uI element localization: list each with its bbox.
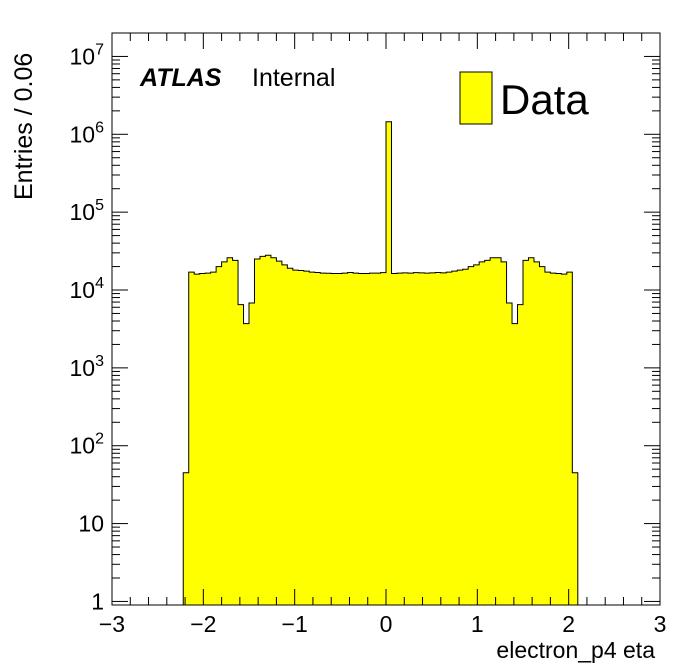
y-axis-label: Entries / 0.06 (10, 53, 38, 200)
histogram-bar (216, 266, 222, 605)
histogram-bar (205, 273, 212, 605)
histogram-bar (210, 272, 217, 605)
x-tick-label: 1 (471, 611, 484, 637)
histogram-bar (402, 272, 409, 605)
atlas-label: ATLAS (139, 64, 222, 92)
histogram-bar (523, 260, 529, 605)
x-axis-label: electron_p4 eta (496, 637, 655, 663)
histogram-bar (347, 272, 354, 605)
x-tick-label: 3 (654, 611, 667, 637)
y-tick-label: 106 (70, 119, 105, 147)
histogram-bar (484, 260, 491, 605)
histogram-bar (325, 273, 332, 605)
histogram-bar (238, 304, 244, 605)
y-tick-label: 10 (78, 511, 104, 537)
legend-swatch-data (459, 71, 493, 125)
histogram-bar (232, 260, 239, 605)
histogram-bar (533, 261, 540, 605)
histogram-bar (320, 273, 327, 605)
histogram-bar (528, 257, 535, 605)
histogram-bar (369, 273, 376, 605)
histogram-bar (249, 303, 255, 605)
histogram-bar (265, 255, 272, 605)
histogram-bar (188, 272, 195, 605)
histogram-bar (490, 257, 496, 605)
histogram-bar (396, 273, 403, 605)
histogram-bar (413, 272, 420, 605)
histogram-bar (298, 270, 305, 605)
histogram-bar (227, 257, 233, 605)
histogram-bar (435, 272, 442, 605)
histogram-bar (446, 272, 453, 605)
histogram-bar (544, 272, 551, 605)
histogram-bar (495, 257, 502, 605)
histogram-bar (561, 274, 568, 605)
y-tick-label: 103 (70, 353, 105, 381)
y-tick-label: 105 (70, 197, 105, 225)
histogram-bar (331, 273, 338, 605)
histogram-bar (303, 271, 310, 605)
histogram-bar (364, 273, 370, 605)
histogram-bar (375, 273, 381, 605)
histogram-bar (550, 273, 557, 605)
histogram-bar (517, 304, 524, 605)
histogram-bar (572, 472, 579, 605)
histogram-bar (566, 272, 573, 605)
y-tick-label: 104 (70, 275, 105, 303)
x-tick-label: 0 (380, 611, 393, 637)
legend: Data (459, 71, 589, 125)
histogram-bar (314, 272, 321, 605)
y-tick-label: 107 (70, 41, 105, 69)
histogram-bar (391, 273, 398, 605)
histogram-bar (386, 121, 392, 605)
histogram-bar (440, 272, 447, 605)
histogram-bar (199, 273, 206, 605)
histogram-bar (380, 272, 387, 605)
x-tick-label: −3 (99, 611, 125, 637)
x-tick-label: −1 (282, 611, 308, 637)
histogram-bar (254, 259, 261, 605)
histogram-bar (479, 261, 486, 605)
histogram-bar (512, 323, 518, 605)
axis-tick-labels: −3 −2 −1 0 1 2 3 1 10 102 103 104 105 106 107 (70, 41, 667, 637)
axis-ticks (111, 32, 661, 605)
histogram-bar (501, 261, 507, 605)
histogram-bar (539, 266, 546, 605)
histogram-bar (243, 323, 250, 605)
histogram-bar (270, 257, 277, 605)
histogram-bar (309, 272, 316, 605)
histogram-bar (292, 270, 299, 605)
histogram-outline (182, 121, 579, 605)
histogram-bar (287, 268, 294, 605)
y-tick-label: 1 (91, 588, 104, 614)
histogram-bar (451, 271, 458, 605)
histogram-bar (418, 272, 425, 605)
histogram-bar (281, 264, 288, 605)
histogram-bar (407, 273, 414, 605)
histogram-bar (429, 272, 436, 605)
legend-label-data: Data (500, 76, 589, 123)
histogram-bar (194, 274, 201, 605)
histogram-bar (468, 266, 475, 605)
histogram-bar (221, 261, 228, 605)
y-tick-label: 102 (70, 431, 105, 459)
histogram-bar (342, 273, 349, 605)
histogram-bar (555, 273, 562, 605)
internal-label: Internal (252, 64, 335, 92)
histogram-bar (506, 303, 513, 605)
histogram-bar (358, 273, 365, 605)
histogram-bar (336, 273, 343, 605)
histogram-bar (259, 256, 266, 605)
histogram-bar (473, 264, 480, 605)
histogram-bar (276, 261, 283, 605)
histogram-bar (462, 269, 469, 605)
histogram-bar (457, 270, 464, 605)
x-tick-label: 2 (562, 611, 575, 637)
histogram-bars (182, 121, 579, 605)
histogram-bar (353, 273, 359, 605)
histogram-bar (183, 472, 190, 605)
histogram-bar (424, 273, 431, 605)
x-tick-label: −2 (190, 611, 216, 637)
